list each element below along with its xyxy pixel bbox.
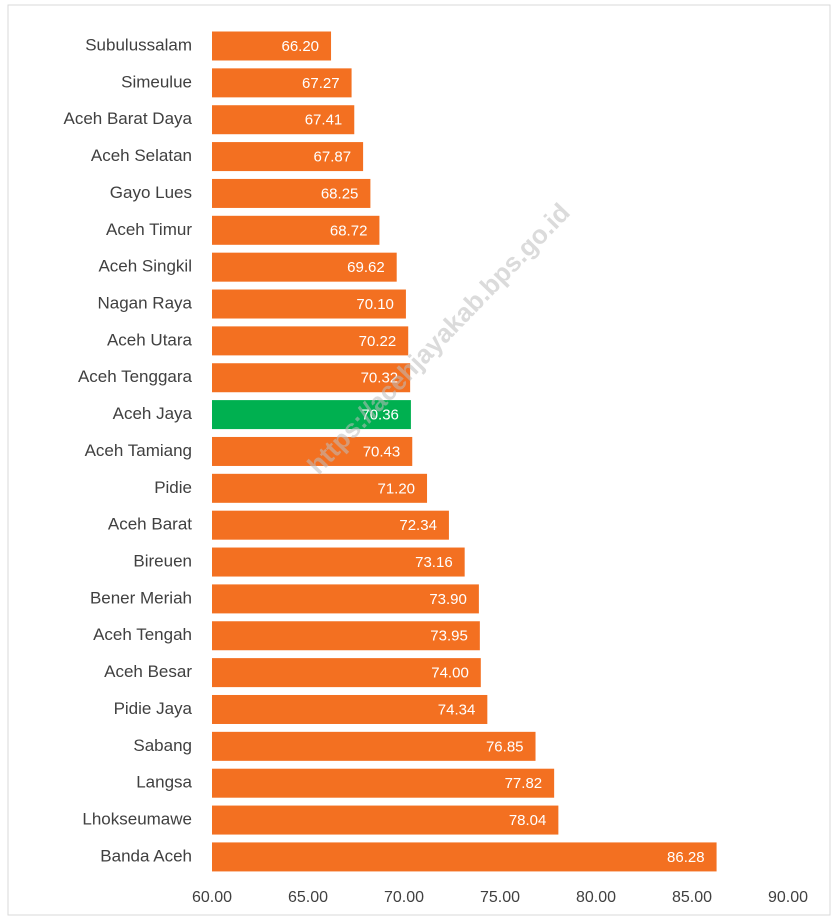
bar — [212, 326, 409, 356]
y-tick-label: Subulussalam — [85, 35, 192, 54]
data-label: 74.00 — [431, 665, 469, 682]
bar — [212, 473, 428, 503]
data-label: 73.16 — [415, 554, 453, 571]
data-label: 68.25 — [321, 185, 359, 202]
bar — [212, 621, 480, 651]
data-label: 73.95 — [430, 628, 468, 645]
bar — [212, 31, 332, 61]
bar — [212, 694, 488, 724]
chart-border — [7, 4, 831, 916]
y-tick-label: Gayo Lues — [110, 183, 192, 202]
y-tick-label: Aceh Barat Daya — [63, 109, 192, 128]
y-tick-label: Aceh Jaya — [113, 404, 193, 423]
x-tick-label: 80.00 — [576, 889, 616, 906]
data-label: 78.04 — [509, 812, 547, 829]
bar — [212, 252, 397, 282]
data-label: 70.43 — [363, 443, 401, 460]
y-tick-label: Bener Meriah — [90, 588, 192, 607]
y-tick-label: Bireuen — [133, 552, 192, 571]
data-label: 73.90 — [429, 591, 467, 608]
data-label: 77.82 — [505, 775, 543, 792]
data-label: 70.36 — [361, 407, 399, 424]
data-label: 70.22 — [359, 333, 397, 350]
y-tick-label: Aceh Utara — [107, 330, 193, 349]
bar — [212, 289, 406, 319]
y-tick-label: Aceh Singkil — [98, 257, 192, 276]
bar — [212, 510, 449, 540]
y-tick-label: Aceh Tenggara — [78, 367, 193, 386]
bar — [212, 805, 559, 835]
y-tick-label: Simeulue — [121, 72, 192, 91]
bar — [212, 731, 536, 761]
y-tick-label: Banda Aceh — [100, 846, 192, 865]
data-label: 72.34 — [399, 517, 437, 534]
x-tick-label: 85.00 — [672, 889, 712, 906]
bar — [212, 215, 380, 245]
y-tick-label: Langsa — [136, 773, 192, 792]
bar — [212, 768, 555, 798]
bar — [212, 178, 371, 208]
y-tick-label: Aceh Tamiang — [85, 441, 192, 460]
y-tick-label: Aceh Tengah — [93, 625, 192, 644]
bar — [212, 400, 411, 430]
y-tick-label: Pidie — [154, 478, 192, 497]
y-tick-label: Aceh Barat — [108, 515, 192, 534]
x-tick-label: 60.00 — [192, 889, 232, 906]
data-label: 74.34 — [438, 701, 476, 718]
data-label: 76.85 — [486, 738, 524, 755]
y-tick-label: Sabang — [133, 736, 192, 755]
data-label: 68.72 — [330, 222, 368, 239]
y-tick-label: Nagan Raya — [97, 294, 192, 313]
bar — [212, 842, 717, 872]
y-tick-label: Aceh Selatan — [91, 146, 192, 165]
data-label: 67.41 — [305, 112, 343, 129]
x-tick-label: 90.00 — [768, 889, 808, 906]
bar — [212, 584, 479, 614]
bar — [212, 658, 481, 688]
bar — [212, 142, 364, 172]
plot-area: 60.00 65.00 70.00 75.00 80.00 85.00 90.00 Subul… — [63, 31, 808, 906]
bar — [212, 547, 465, 577]
bar — [212, 436, 413, 466]
y-tick-label: Lhokseumawe — [82, 810, 192, 829]
data-label: 70.10 — [356, 296, 394, 313]
data-label: 69.62 — [347, 259, 385, 276]
y-tick-label: Pidie Jaya — [114, 699, 193, 718]
bar — [212, 68, 352, 98]
data-label: 86.28 — [667, 849, 705, 866]
data-label: 67.87 — [314, 149, 352, 166]
bar — [212, 363, 411, 393]
bar — [212, 105, 355, 135]
data-label: 66.20 — [281, 38, 319, 55]
x-tick-label: 75.00 — [480, 889, 520, 906]
y-tick-label: Aceh Timur — [106, 220, 192, 239]
x-tick-label: 65.00 — [288, 889, 328, 906]
data-label: 71.20 — [377, 480, 415, 497]
y-tick-label: Aceh Besar — [104, 662, 192, 681]
data-label: 70.32 — [361, 370, 399, 387]
data-label: 67.27 — [302, 75, 340, 92]
x-tick-label: 70.00 — [384, 889, 424, 906]
